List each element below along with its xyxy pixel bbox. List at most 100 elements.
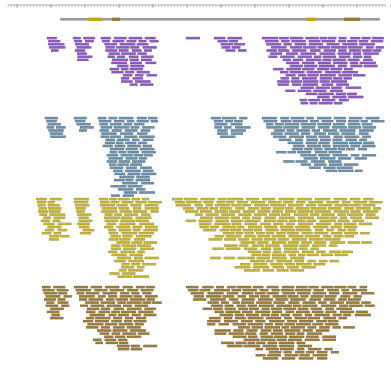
read-alignment — [283, 160, 295, 163]
read-alignment — [345, 86, 362, 89]
read-alignment — [330, 80, 348, 83]
read-alignment — [284, 354, 299, 357]
read-alignment — [290, 80, 303, 83]
read-alignment — [310, 49, 321, 52]
read-alignment — [119, 222, 136, 226]
read-alignment — [138, 310, 154, 314]
read-alignment — [331, 46, 348, 49]
read-alignment — [78, 219, 93, 223]
read-alignment — [42, 288, 55, 292]
read-alignment — [118, 49, 129, 52]
read-alignment — [342, 292, 358, 295]
read-alignment — [110, 235, 121, 238]
read-alignment — [290, 326, 306, 329]
read-alignment — [255, 354, 266, 357]
read-alignment — [287, 295, 299, 298]
read-alignment — [210, 298, 226, 301]
read-alignment — [264, 216, 277, 219]
read-alignment — [248, 207, 260, 210]
read-alignment — [121, 231, 138, 235]
read-alignment — [325, 310, 337, 314]
read-alignment — [363, 55, 372, 58]
read-alignment — [109, 163, 117, 166]
read-alignment — [333, 116, 346, 120]
read-alignment — [74, 39, 83, 43]
read-alignment — [296, 129, 310, 132]
read-alignment — [50, 307, 64, 311]
read-alignment — [264, 39, 279, 43]
read-alignment — [117, 275, 133, 278]
read-alignment — [208, 238, 223, 241]
read-alignment — [235, 341, 247, 345]
read-alignment — [109, 147, 125, 151]
read-alignment — [241, 298, 255, 301]
read-alignment — [95, 316, 111, 320]
read-alignment — [271, 235, 286, 238]
read-alignment — [318, 141, 330, 145]
read-alignment — [122, 285, 133, 289]
read-alignment — [284, 323, 296, 326]
read-alignment — [282, 58, 291, 62]
read-alignment — [117, 197, 130, 201]
read-alignment — [237, 256, 246, 260]
read-alignment — [141, 213, 151, 216]
read-alignment — [294, 316, 307, 320]
read-alignment — [245, 332, 257, 335]
read-alignment — [308, 200, 324, 204]
read-alignment — [323, 298, 336, 301]
read-alignment — [133, 228, 141, 232]
read-alignment — [237, 295, 247, 298]
read-alignment — [323, 166, 336, 169]
read-alignment — [143, 228, 158, 232]
read-alignment — [240, 262, 251, 266]
read-alignment — [370, 39, 384, 43]
read-alignment — [261, 253, 271, 257]
read-alignment — [243, 338, 260, 342]
read-alignment — [232, 335, 247, 338]
read-alignment — [248, 295, 260, 298]
read-alignment — [343, 222, 357, 226]
read-alignment — [318, 135, 331, 138]
read-alignment — [226, 200, 235, 204]
read-alignment — [342, 200, 351, 204]
read-alignment — [135, 178, 151, 182]
read-alignment — [136, 235, 152, 238]
read-alignment — [221, 341, 234, 345]
read-alignment — [104, 141, 115, 145]
read-alignment — [100, 135, 110, 138]
read-alignment — [110, 185, 127, 188]
read-alignment — [213, 36, 226, 40]
read-alignment — [224, 319, 238, 323]
read-alignment — [109, 272, 120, 275]
read-alignment — [143, 241, 158, 244]
read-alignment — [53, 231, 62, 235]
read-alignment — [213, 288, 231, 292]
read-alignment — [337, 147, 346, 151]
read-alignment — [63, 295, 72, 298]
read-alignment — [207, 301, 219, 304]
read-alignment — [203, 200, 214, 204]
read-alignment — [280, 225, 294, 229]
read-alignment — [253, 266, 270, 269]
read-alignment — [211, 304, 224, 307]
read-alignment — [134, 304, 149, 307]
read-alignment — [280, 55, 295, 58]
read-alignment — [223, 126, 232, 129]
read-alignment — [319, 138, 331, 142]
read-alignment — [296, 323, 311, 326]
read-alignment — [283, 126, 300, 129]
read-alignment — [46, 301, 55, 304]
read-alignment — [282, 244, 299, 247]
read-alignment — [124, 129, 138, 132]
read-alignment — [324, 147, 337, 151]
read-alignment — [350, 144, 361, 148]
read-alignment — [141, 197, 150, 201]
read-alignment — [313, 55, 322, 58]
read-alignment — [60, 235, 70, 238]
read-alignment — [100, 36, 111, 40]
read-alignment — [135, 219, 149, 223]
read-alignment — [126, 39, 137, 43]
read-alignment — [131, 197, 141, 201]
read-alignment — [362, 204, 376, 207]
